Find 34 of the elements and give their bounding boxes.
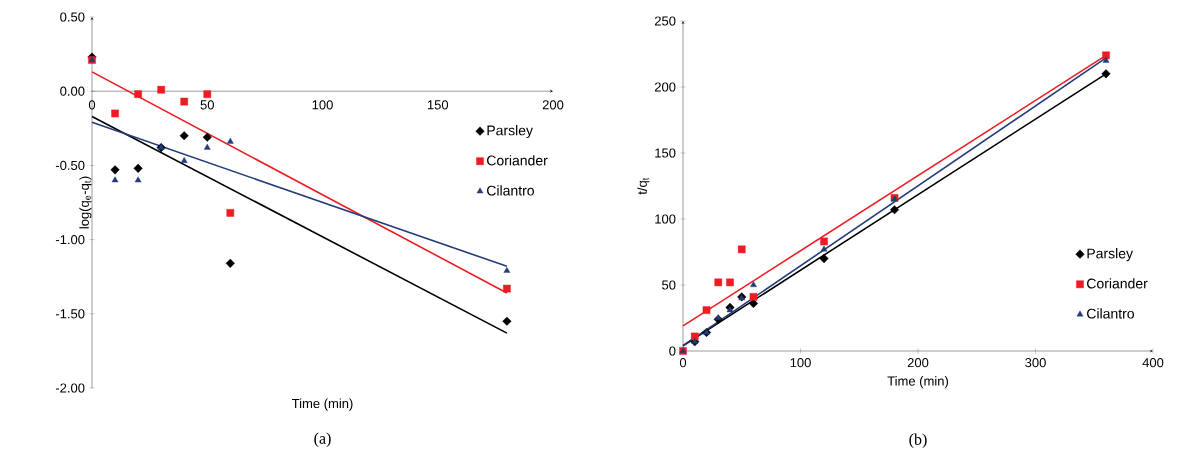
y-axis-title: log(q$_{e}$-q$_{t}$) [79, 176, 92, 229]
x-tick-label: 400 [1142, 358, 1164, 368]
y-axis-title: t/q$_{t}$ [637, 177, 650, 195]
y-tick-label: 100 [655, 214, 676, 224]
y-tick-label: -1.50 [55, 309, 85, 319]
legend-label: Cilantro [1087, 308, 1134, 319]
y-tick-label: -0.50 [55, 160, 85, 170]
y-tick-label: 150 [655, 148, 676, 158]
y-tick-label: -1.00 [55, 234, 85, 245]
legend-label: Cilantro [487, 185, 534, 196]
x-axis-title: Time (min) [291, 398, 353, 411]
legend-label: Coriander [1087, 278, 1148, 289]
x-tick-label: 300 [1025, 358, 1046, 368]
y-tick-label: 0.00 [60, 86, 85, 96]
x-tick-label: 100 [790, 358, 811, 368]
y-tick-label: 0.50 [60, 12, 85, 22]
legend-label: Coriander [487, 155, 548, 166]
text: (b) [909, 433, 927, 449]
x-tick-label: 0 [679, 358, 687, 368]
x-tick-label: 50 [200, 100, 214, 110]
x-tick-label: 200 [907, 358, 929, 368]
y-tick-label: 250 [654, 16, 676, 26]
y-tick-label: 50 [662, 280, 676, 290]
x-axis-title: Time (min) [887, 376, 948, 389]
x-tick-label: 100 [312, 100, 333, 110]
legend-label: Parsley [1087, 248, 1133, 262]
legend-label: Parsley [487, 125, 533, 139]
y-tick-label: 200 [654, 82, 676, 92]
text: (a) [314, 432, 331, 448]
y-tick-label: -2.00 [55, 383, 85, 393]
x-tick-label: 150 [427, 100, 449, 110]
x-tick-label: 200 [542, 100, 564, 110]
x-tick-label: 0 [88, 100, 96, 110]
y-tick-label: 0 [669, 346, 676, 356]
